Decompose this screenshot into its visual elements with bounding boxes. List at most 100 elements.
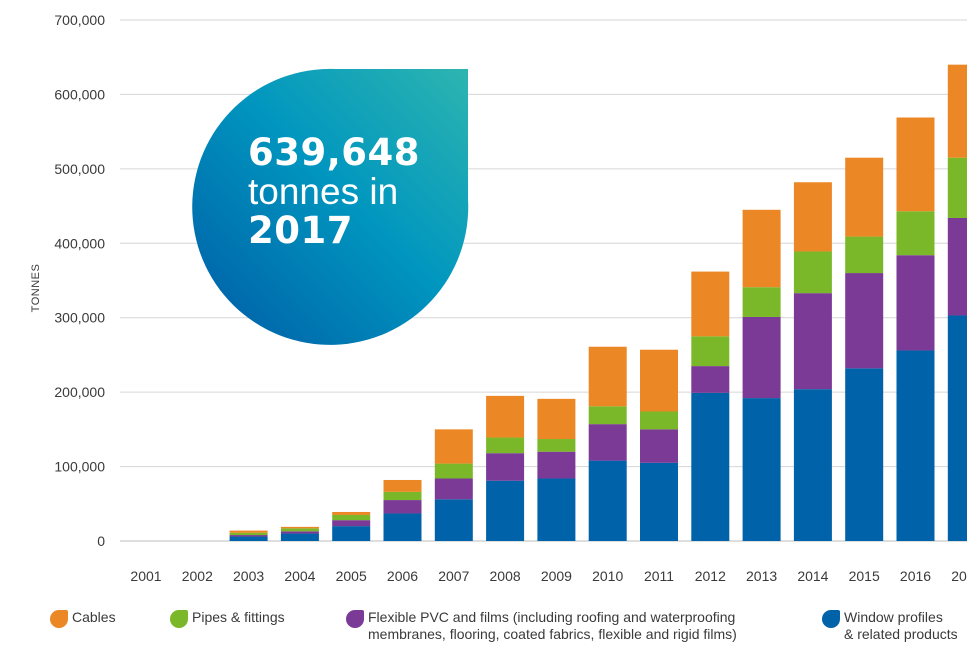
x-tick-label: 2005 <box>336 568 367 584</box>
bar-segment <box>947 64 967 158</box>
x-tick-label: 2007 <box>438 568 469 584</box>
bar-segment <box>229 530 268 533</box>
bar-segment <box>434 478 473 500</box>
bar-segment <box>845 157 884 237</box>
x-tick-label: 2013 <box>746 568 777 584</box>
x-tick-label: 2008 <box>490 568 521 584</box>
bar-segment <box>332 526 371 541</box>
callout: 639,648 tonnes in 2017 <box>248 131 421 252</box>
bar-segment <box>793 251 832 294</box>
bar-segment <box>280 533 319 541</box>
bar-segment <box>640 349 678 412</box>
bar-segment <box>588 346 627 407</box>
x-tick-label: 2001 <box>130 568 161 584</box>
bar-segment <box>332 511 371 515</box>
legend-label-flexible: Flexible PVC and films (including roofin… <box>368 609 736 625</box>
bar-segment <box>229 536 268 541</box>
bar-segment <box>793 293 832 390</box>
callout-value: 639,648 <box>248 131 421 174</box>
bar-segment <box>896 117 935 212</box>
legend-label-pipes: Pipes & fittings <box>192 609 285 625</box>
bar-segment <box>588 406 627 425</box>
bar-segment <box>691 271 730 337</box>
bar-segment <box>332 520 371 527</box>
y-tick-label: 400,000 <box>54 235 105 251</box>
bar-segment <box>229 535 268 537</box>
bar-segment <box>793 182 832 252</box>
bar-segment <box>280 531 319 534</box>
legend-label-cables: Cables <box>72 609 116 625</box>
bar-segment <box>434 429 473 464</box>
bar-segment <box>845 236 884 274</box>
y-tick-label: 0 <box>97 533 105 549</box>
legend-label-window-2: & related products <box>844 626 958 642</box>
bar-segment <box>640 462 678 541</box>
bar-segment <box>383 479 422 492</box>
bar-segment <box>280 526 319 529</box>
bar-segment <box>640 429 678 463</box>
bar-segment <box>742 398 781 541</box>
legend-label-window: Window profiles <box>844 609 943 625</box>
bar-segment <box>845 368 884 541</box>
legend-swatch-cables <box>50 610 68 628</box>
callout-unit-text: tonnes in <box>248 170 399 212</box>
y-tick-label: 300,000 <box>54 310 105 326</box>
legend-swatch-pipes <box>170 610 188 628</box>
callout-drop-shape <box>192 68 469 345</box>
bar-segment <box>742 316 781 399</box>
bar-segment <box>588 460 627 541</box>
y-tick-label: 700,000 <box>54 12 105 28</box>
legend-label-flexible-2: membranes, flooring, coated fabrics, fle… <box>368 626 737 642</box>
bar-segment <box>691 366 730 393</box>
bar-segment <box>537 478 576 541</box>
bar-segment <box>947 217 967 316</box>
bar-segment <box>742 209 781 288</box>
x-tick-label: 2014 <box>797 568 828 584</box>
legend-swatch-flexible <box>346 610 364 628</box>
bar-segment <box>486 480 525 541</box>
bars <box>229 64 967 541</box>
callout-year: 2017 <box>248 208 353 252</box>
y-tick-label: 200,000 <box>54 384 105 400</box>
x-tick-label: 2012 <box>695 568 726 584</box>
bar-segment <box>896 211 935 256</box>
bar-segment <box>947 157 967 218</box>
bar-segment <box>640 411 678 430</box>
bar-segment <box>691 392 730 541</box>
bar-segment <box>486 437 525 454</box>
bar-segment <box>486 453 525 481</box>
y-axis-label: TONNES <box>30 264 42 313</box>
x-axis: 2001 2002 2003 2004 2005 2006 2007 2008 2009 2010… <box>130 568 967 584</box>
y-tick-label: 500,000 <box>54 161 105 177</box>
y-tick-label: 100,000 <box>54 459 105 475</box>
x-tick-label: 2011 <box>644 568 674 584</box>
legend-swatch-window <box>822 610 840 628</box>
legend-text-flexible: Flexible PVC and films (including roofin… <box>368 609 737 643</box>
bar-segment <box>896 350 935 541</box>
bar-segment <box>383 500 422 514</box>
bar-segment <box>947 315 967 541</box>
bar-segment <box>434 499 473 541</box>
bar-segment <box>486 395 525 438</box>
bar-segment <box>845 273 884 369</box>
bar-segment <box>434 463 473 479</box>
bar-segment <box>793 389 832 541</box>
x-tick-label: 2017 <box>951 568 967 584</box>
bar-segment <box>280 528 319 532</box>
x-tick-label: 2016 <box>900 568 931 584</box>
x-tick-label: 2004 <box>284 568 315 584</box>
x-tick-label: 2015 <box>849 568 880 584</box>
bar-segment <box>332 514 371 521</box>
x-tick-label: 2003 <box>233 568 264 584</box>
bar-segment <box>742 287 781 317</box>
bar-segment <box>383 513 422 541</box>
bar-segment <box>691 336 730 367</box>
x-tick-label: 2009 <box>541 568 572 584</box>
bar-segment <box>537 451 576 479</box>
x-tick-label: 2002 <box>182 568 213 584</box>
x-tick-label: 2006 <box>387 568 418 584</box>
bar-segment <box>537 439 576 452</box>
y-tick-label: 600,000 <box>54 86 105 102</box>
bar-segment <box>383 491 422 501</box>
